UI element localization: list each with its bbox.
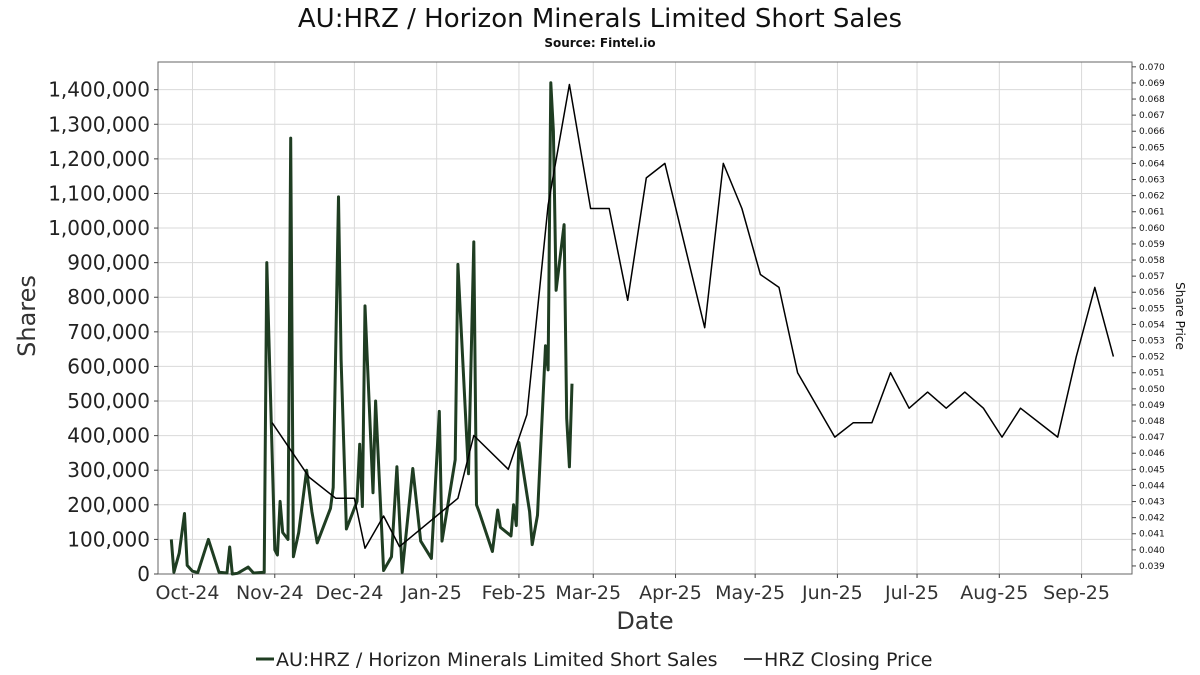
- y-right-tick-label: 0.053: [1139, 337, 1165, 347]
- y-right-tick-label: 0.046: [1139, 449, 1165, 459]
- y-right-tick-label: 0.042: [1139, 514, 1165, 524]
- y-tick-label: 800,000: [67, 285, 150, 309]
- y-right-tick-label: 0.062: [1139, 192, 1165, 202]
- y-right-tick-label: 0.061: [1139, 208, 1165, 218]
- x-tick-label: Feb-25: [482, 582, 547, 604]
- y-right-tick-label: 0.041: [1139, 530, 1165, 540]
- gridlines: [158, 62, 1132, 575]
- y-right-tick-label: 0.044: [1139, 481, 1165, 491]
- y-right-tick-label: 0.050: [1139, 385, 1165, 395]
- y-right-tick-label: 0.069: [1139, 79, 1165, 89]
- y-tick-label: 1,100,000: [48, 181, 150, 205]
- y-right-tick-label: 0.060: [1139, 224, 1165, 234]
- y-tick-label: 600,000: [67, 354, 150, 378]
- y-right-tick-label: 0.045: [1139, 465, 1165, 475]
- y-tick-label: 1,300,000: [48, 112, 150, 136]
- y-right-tick-label: 0.055: [1139, 304, 1165, 314]
- y-right-tick-label: 0.043: [1139, 498, 1165, 508]
- y-right-tick-label: 0.048: [1139, 417, 1165, 427]
- y-axis-label: Shares: [13, 275, 41, 357]
- y-right-tick-label: 0.047: [1139, 433, 1165, 443]
- y-right-tick-label: 0.054: [1139, 320, 1165, 330]
- x-tick-label: Sep-25: [1043, 582, 1110, 604]
- y-tick-label: 0: [137, 562, 150, 586]
- y-tick-label: 1,400,000: [48, 78, 150, 102]
- y-axis-right-label: Share Price: [1173, 282, 1187, 350]
- y-right-tick-label: 0.070: [1139, 63, 1165, 73]
- legend-label-closing-price: HRZ Closing Price: [764, 649, 932, 671]
- y-tick-label: 1,200,000: [48, 147, 150, 171]
- y-right-tick-label: 0.064: [1139, 159, 1165, 169]
- chart-title: AU:HRZ / Horizon Minerals Limited Short …: [298, 4, 902, 34]
- y-tick-label: 400,000: [67, 424, 150, 448]
- x-tick-label: Nov-24: [236, 582, 304, 604]
- y-right-tick-label: 0.039: [1139, 562, 1165, 572]
- x-axis-label: Date: [616, 607, 673, 635]
- x-tick-label: Jul-25: [884, 582, 939, 604]
- y-right-tick-label: 0.058: [1139, 256, 1165, 266]
- x-tick-label: Jan-25: [401, 582, 462, 604]
- y-right-tick-label: 0.057: [1139, 272, 1165, 282]
- x-tick-label: Mar-25: [555, 582, 621, 604]
- x-tick-label: Dec-24: [315, 582, 383, 604]
- legend-label-short-sales: AU:HRZ / Horizon Minerals Limited Short …: [276, 649, 718, 671]
- short-sales-line: [169, 81, 574, 576]
- y-tick-label: 900,000: [67, 251, 150, 275]
- y-right-tick-label: 0.065: [1139, 143, 1165, 153]
- y-tick-label: 1,000,000: [48, 216, 150, 240]
- y-tick-label: 500,000: [67, 389, 150, 413]
- legend: AU:HRZ / Horizon Minerals Limited Short …: [256, 649, 932, 671]
- closing-price-line: [271, 83, 1115, 549]
- y-tick-label: 200,000: [67, 493, 150, 517]
- y-right-tick-label: 0.059: [1139, 240, 1165, 250]
- y-right-tick-label: 0.040: [1139, 546, 1165, 556]
- y-right-tick-label: 0.063: [1139, 176, 1165, 186]
- y-right-tick-label: 0.066: [1139, 127, 1165, 137]
- y-right-tick-label: 0.052: [1139, 353, 1165, 363]
- x-tick-label: Jun-25: [801, 582, 863, 604]
- left-axis-ticks: 0 100,000 200,000 300,000 400,000 500,000 600,…: [48, 78, 158, 586]
- x-tick-label: Oct-24: [156, 582, 220, 604]
- y-tick-label: 100,000: [67, 527, 150, 551]
- y-right-tick-label: 0.067: [1139, 111, 1165, 121]
- x-tick-label: Apr-25: [639, 582, 702, 604]
- y-tick-label: 300,000: [67, 458, 150, 482]
- y-right-tick-label: 0.056: [1139, 288, 1165, 298]
- x-tick-label: Aug-25: [960, 582, 1028, 604]
- chart-subtitle: Source: Fintel.io: [544, 36, 655, 50]
- y-right-tick-label: 0.051: [1139, 369, 1165, 379]
- series-lines: [169, 81, 1115, 576]
- y-tick-label: 700,000: [67, 320, 150, 344]
- right-axis-ticks: 0.039 0.040 0.041 0.042 0.043 0.044 0.045 0.046…: [1132, 63, 1165, 572]
- x-tick-label: May-25: [715, 582, 785, 604]
- y-right-tick-label: 0.049: [1139, 401, 1165, 411]
- plot-area: [157, 61, 1133, 575]
- y-right-tick-label: 0.068: [1139, 95, 1165, 105]
- x-axis-ticks: Oct-24 Nov-24 Dec-24 Jan-25 Feb-25 Mar-25 Apr-…: [156, 574, 1110, 604]
